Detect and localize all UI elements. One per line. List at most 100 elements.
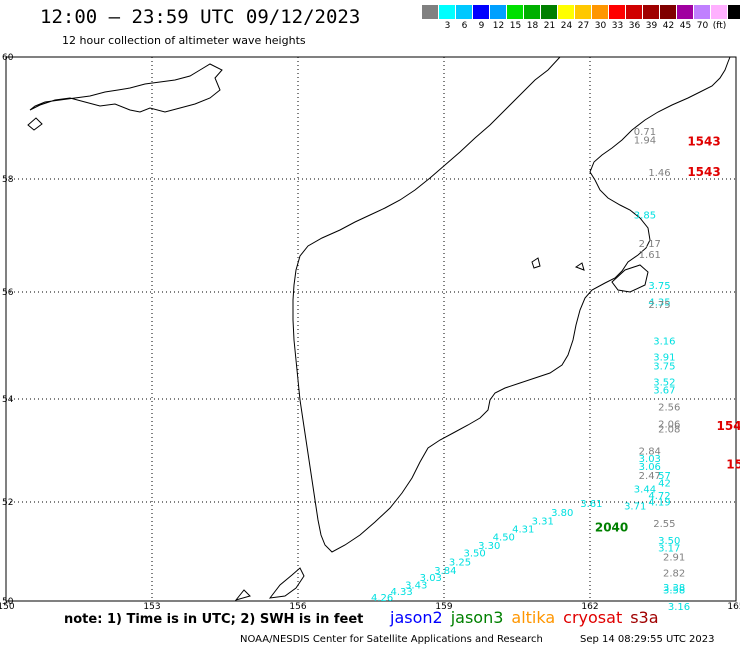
longitude-tick-label: 153 [143,602,160,610]
colorbar-label: 24 [560,21,573,31]
longitude-tick-label: 159 [435,602,452,610]
colorbar-label: 42 [662,21,675,31]
generated-timestamp: Sep 14 08:29:55 UTC 2023 [580,634,715,645]
longitude-ticks: 150 153 156 159 162 165 [0,602,740,610]
latitude-tick-label: 50 [2,597,14,607]
legend-item-jason2: jason2 [390,608,443,627]
swh-observation: 3.67 [653,386,675,397]
swh-observation: 4.72 [648,491,670,502]
pass-time-label: 1543 [687,134,720,148]
pass-time-label: 2040 [595,521,628,535]
colorbar-label: 30 [594,21,607,31]
swh-observation: 2.91 [663,552,685,563]
swh-observation: 3.75 [653,362,675,373]
coastline [27,56,731,601]
latitude-tick-label: 52 [2,498,13,508]
colorbar [422,5,740,19]
colorbar-label: 70 [696,21,709,31]
colorbar-swatch [643,5,660,19]
colorbar-swatch [728,5,740,19]
colorbar-label: 12 [492,21,505,31]
swh-observation: 2.75 [648,300,670,311]
colorbar-swatch [422,5,439,19]
swh-observation: 2.84 [639,447,661,458]
colorbar-swatch [524,5,541,19]
credit-text: NOAA/NESDIS Center for Satellite Applica… [240,634,543,645]
swh-observation: 3.38 [663,583,685,594]
swh-observation: 4.19 [648,497,670,508]
colorbar-swatch [456,5,473,19]
graticule [6,57,736,601]
colorbar-label: 36 [628,21,641,31]
map-frame [5,56,737,602]
map-title: 12:00 – 23:59 UTC 09/12/2023 [40,6,361,28]
swh-observation: 1.94 [634,136,656,147]
wave-height-map: 60 58 56 54 52 50 150 153 156 159 162 165 0.711.94… [0,53,740,610]
colorbar-labels: 3 6 9 12 15 18 21 24 27 30 33 36 39 42 45 70 (ft) [422,21,740,31]
swh-observation: 2.08 [658,424,680,435]
longitude-tick-label: 165 [727,602,740,610]
swh-observation: 3.91 [653,352,675,363]
latitude-tick-label: 56 [2,288,14,298]
swh-observation: 57 [658,471,671,482]
swh-observation: 3.61 [580,499,602,510]
swh-observation: 4.33 [390,587,412,598]
swh-observation: 3.06 [639,462,661,473]
colorbar-label: 3 [444,21,451,31]
longitude-tick-label: 150 [0,602,15,610]
swh-observation: 3.43 [405,581,427,592]
latitude-tick-label: 58 [2,175,14,185]
colorbar-swatch [660,5,677,19]
legend-item-altika: altika [511,608,556,627]
swh-observation: 3.52 [653,378,675,389]
swh-observation: 2.82 [663,568,685,579]
colorbar-swatch [609,5,626,19]
colorbar-swatch [592,5,609,19]
legend-item-cryosat: cryosat [563,608,623,627]
colorbar-swatch [711,5,728,19]
colorbar-label: 15 [509,21,522,31]
longitude-tick-label: 162 [581,602,598,610]
colorbar-swatch [626,5,643,19]
swh-observation: 3.16 [668,602,690,610]
swh-observation: 2.47 [639,471,661,482]
swh-observation: 0.71 [634,127,656,138]
swh-observation: 2.55 [653,519,675,530]
swh-observation: 3.17 [658,544,680,555]
colorbar-label: 9 [478,21,485,31]
swh-observation: 3.50 [463,548,485,559]
colorbar-swatch [490,5,507,19]
swh-observation: 3.58 [663,586,685,597]
swh-observation: 4.50 [493,533,515,544]
swh-observation: 3.75 [648,281,670,292]
swh-observation: 4.26 [371,593,393,604]
swh-observation: 3.16 [653,336,675,347]
colorbar-swatch [575,5,592,19]
colorbar-swatch [558,5,575,19]
swh-observation: 1.61 [639,250,661,261]
swh-observation: 2.17 [639,239,661,250]
latitude-tick-label: 60 [2,53,14,63]
pass-labels: 15431543154315420402039 [595,134,740,535]
colorbar-swatch [541,5,558,19]
swh-observation: 3.50 [658,536,680,547]
colorbar-swatch [507,5,524,19]
units-note: note: 1) Time is in UTC; 2) SWH is in fe… [64,612,364,627]
colorbar-label: 45 [679,21,692,31]
swh-observation: 3.03 [420,573,442,584]
swh-observation: 4.35 [648,297,670,308]
latitude-tick-label: 54 [2,395,14,405]
colorbar-label: 27 [577,21,590,31]
colorbar-swatch [677,5,694,19]
pass-time-label: 154 [726,458,740,472]
colorbar-label: 18 [526,21,539,31]
colorbar-label: 39 [645,21,658,31]
legend-item-s3a: s3a [630,608,659,627]
swh-observation: 4.31 [512,525,534,536]
swh-observation: 3.30 [478,541,500,552]
swh-observation: 3.03 [639,454,661,465]
pass-time-label: 1543 [687,165,720,179]
longitude-tick-label: 156 [289,602,306,610]
swh-observation: 3.31 [532,516,554,527]
colorbar-swatch [473,5,490,19]
